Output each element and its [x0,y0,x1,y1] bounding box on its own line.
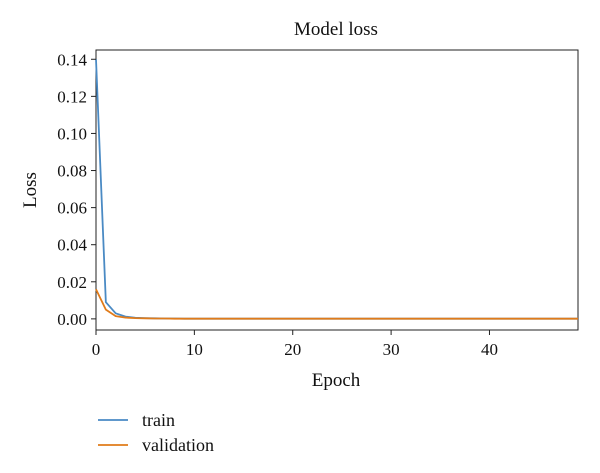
x-tick-label: 0 [92,340,101,359]
series-line-train [95,59,578,320]
y-tick-label: 0.08 [57,162,87,181]
legend-label-validation: validation [142,435,214,455]
x-axis: 0 10 20 30 40 [92,330,498,359]
y-tick-label: 0.00 [57,310,87,329]
x-axis-label: Epoch [312,370,361,391]
plot-area [95,49,579,331]
y-axis: 0.00 0.02 0.04 0.06 0.08 0.10 0.12 0.14 [57,50,96,329]
x-tick-label: 20 [284,340,301,359]
chart-title: Model loss [294,19,378,40]
y-tick-label: 0.14 [57,50,87,69]
y-tick-label: 0.04 [57,236,87,255]
y-tick-label: 0.02 [57,273,87,292]
plot-frame [95,49,579,331]
y-axis-label: Loss [20,172,41,208]
x-tick-label: 10 [186,340,203,359]
x-tick-label: 40 [481,340,498,359]
series-line-validation [95,288,578,320]
y-tick-label: 0.12 [57,87,87,106]
legend: train validation [98,410,214,455]
y-tick-label: 0.06 [57,199,87,218]
x-tick-label: 30 [383,340,400,359]
y-tick-label: 0.10 [57,124,87,143]
legend-label-train: train [142,410,175,430]
series-layer [95,59,578,320]
